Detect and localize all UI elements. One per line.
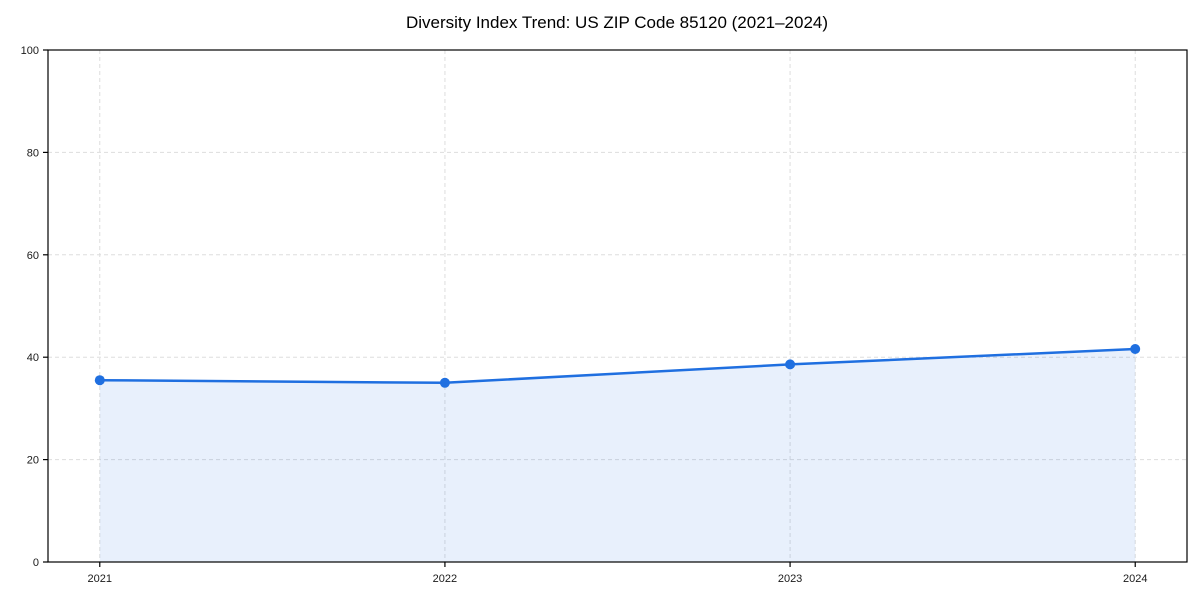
data-point-2022 <box>439 377 450 388</box>
grid-layer <box>48 50 1187 562</box>
y-tick-label-20: 20 <box>27 455 39 467</box>
y-tick-label-0: 0 <box>33 557 39 569</box>
x-tick-label-2024: 2024 <box>1123 573 1147 585</box>
chart-title: Diversity Index Trend: US ZIP Code 85120… <box>406 13 828 32</box>
x-tick-label-2022: 2022 <box>433 573 457 585</box>
y-tick-label-100: 100 <box>21 45 39 57</box>
data-point-2023 <box>785 359 796 370</box>
axes-layer: 0 20 40 60 80 100 2021 2022 2023 2024 <box>21 45 1188 585</box>
data-point-2021 <box>94 375 105 386</box>
series-area-fill <box>99 349 1136 562</box>
data-point-2024 <box>1130 344 1141 354</box>
series-line <box>98 347 1137 385</box>
y-tick-label-60: 60 <box>27 250 39 262</box>
y-tick-label-80: 80 <box>27 147 39 159</box>
y-tick-label-40: 40 <box>27 352 39 364</box>
plot-frame <box>47 49 1188 563</box>
x-tick-label-2023: 2023 <box>778 573 802 585</box>
series-layer <box>94 344 1141 562</box>
x-tick-label-2021: 2021 <box>88 573 112 585</box>
